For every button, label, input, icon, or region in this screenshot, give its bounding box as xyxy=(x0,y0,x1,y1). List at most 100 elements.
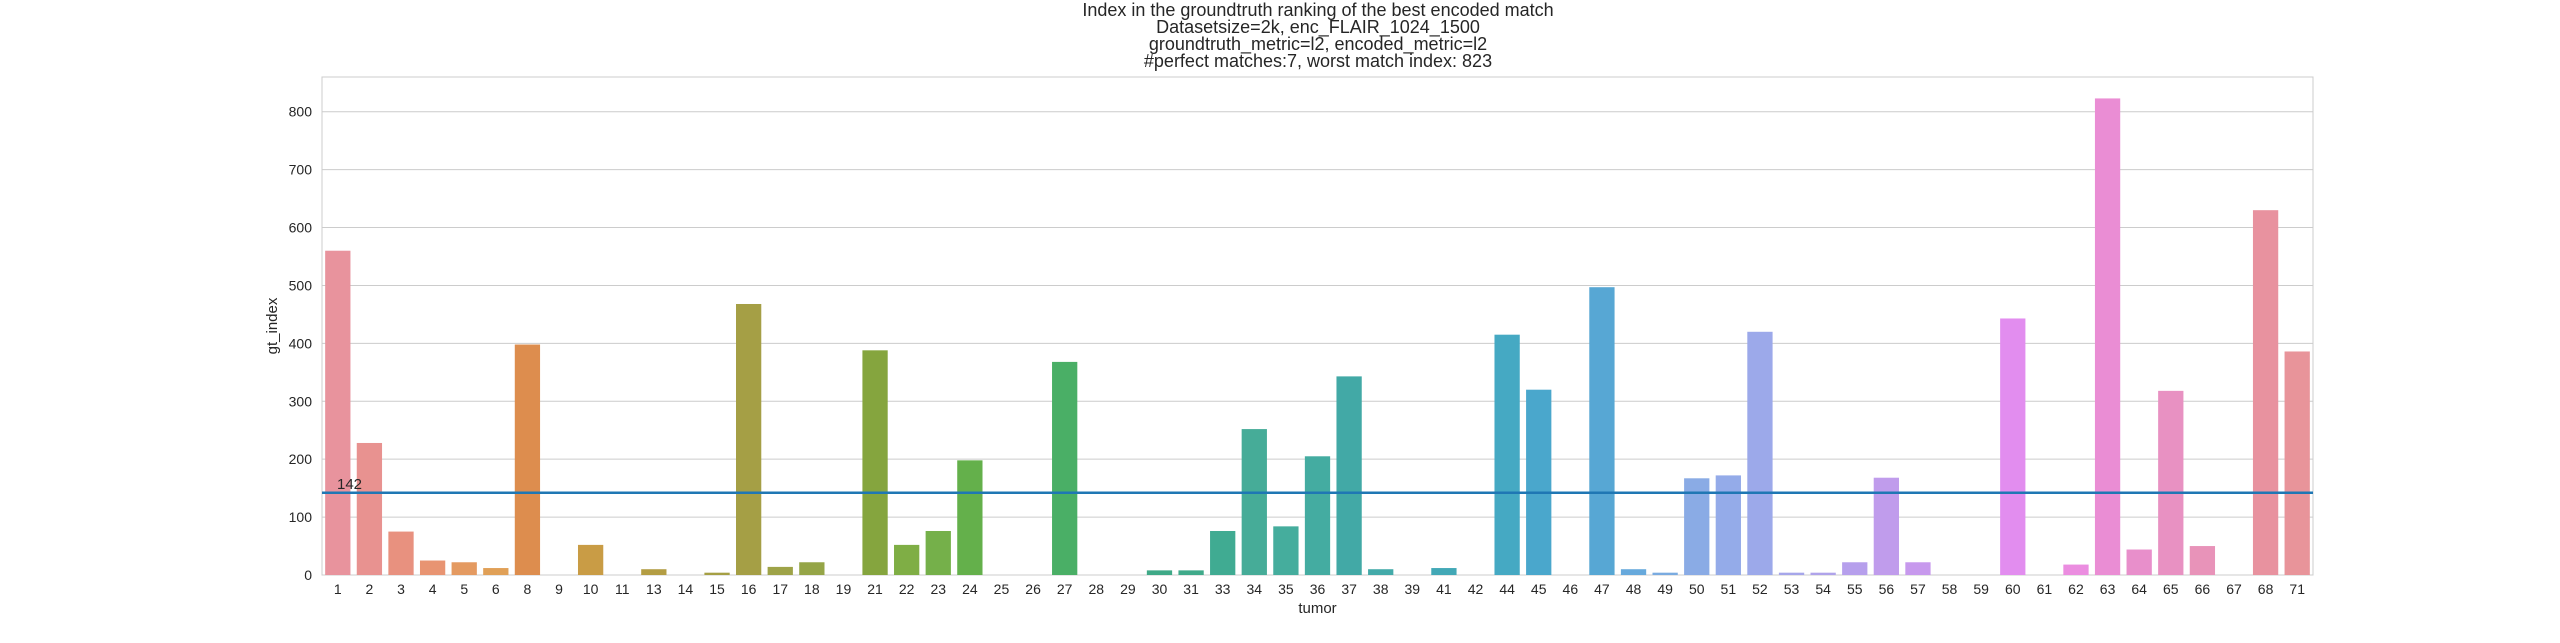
x-tick-label: 56 xyxy=(1879,581,1895,597)
x-tick-label: 58 xyxy=(1942,581,1958,597)
x-tick-labels: 1 2 3 4 5 6 8 9 10 11 13 14 15 16 17 18 19 21 22 23 24 25 26 27… xyxy=(334,581,2305,597)
x-tick-label: 15 xyxy=(709,581,725,597)
chart-title-line: #perfect matches:7, worst match index: 8… xyxy=(1144,51,1492,71)
x-tick-label: 33 xyxy=(1215,581,1231,597)
bar xyxy=(2284,351,2310,575)
x-tick-label: 24 xyxy=(962,581,978,597)
x-tick-label: 35 xyxy=(1278,581,1294,597)
x-tick-label: 52 xyxy=(1752,581,1768,597)
bar xyxy=(1241,429,1267,575)
bar xyxy=(1368,569,1394,575)
bar xyxy=(2094,98,2121,575)
x-tick-label: 46 xyxy=(1563,581,1579,597)
x-tick-label: 48 xyxy=(1626,581,1642,597)
x-tick-label: 30 xyxy=(1152,581,1168,597)
bar xyxy=(1747,331,1773,575)
x-tick-label: 23 xyxy=(930,581,946,597)
x-tick-label: 41 xyxy=(1436,581,1452,597)
x-tick-label: 45 xyxy=(1531,581,1547,597)
bar xyxy=(894,544,920,575)
bar xyxy=(325,250,351,575)
x-tick-label: 37 xyxy=(1341,581,1357,597)
bar xyxy=(483,568,509,575)
x-tick-label: 39 xyxy=(1405,581,1421,597)
x-tick-label: 10 xyxy=(583,581,599,597)
x-tick-label: 62 xyxy=(2068,581,2084,597)
bar xyxy=(1431,568,1457,575)
x-tick-label: 44 xyxy=(1499,581,1515,597)
bar xyxy=(957,460,983,575)
y-tick-label: 600 xyxy=(289,220,313,236)
x-tick-label: 68 xyxy=(2258,581,2274,597)
x-tick-label: 28 xyxy=(1088,581,1104,597)
bar xyxy=(1684,478,1710,575)
x-tick-label: 57 xyxy=(1910,581,1926,597)
bar xyxy=(356,442,383,575)
x-tick-label: 59 xyxy=(1973,581,1989,597)
bar xyxy=(388,531,414,575)
bar xyxy=(799,562,825,575)
x-tick-label: 13 xyxy=(646,581,662,597)
bar xyxy=(1178,570,1204,575)
x-tick-label: 34 xyxy=(1247,581,1263,597)
bar xyxy=(1652,572,1678,575)
y-tick-label: 300 xyxy=(289,393,313,409)
bar xyxy=(736,303,762,575)
bar xyxy=(1842,562,1868,575)
bar xyxy=(1052,361,1078,575)
bar xyxy=(514,344,541,575)
chart-title-line: Datasetsize=2k, enc_FLAIR_1024_1500 xyxy=(1156,17,1480,38)
y-tick-label: 100 xyxy=(289,509,313,525)
bar xyxy=(2000,318,2026,575)
bar xyxy=(577,544,604,575)
y-gridlines xyxy=(322,111,2313,576)
x-tick-label: 3 xyxy=(397,581,405,597)
bar xyxy=(2252,210,2279,576)
x-tick-label: 19 xyxy=(836,581,852,597)
y-tick-label: 500 xyxy=(289,277,313,293)
y-tick-label: 800 xyxy=(289,104,313,120)
x-tick-label: 31 xyxy=(1183,581,1199,597)
y-tick-label: 700 xyxy=(289,162,313,178)
bar xyxy=(641,569,667,575)
bar xyxy=(2063,564,2089,575)
reference-line-group: 142 xyxy=(322,476,2313,495)
bar xyxy=(1526,389,1552,575)
x-tick-label: 1 xyxy=(334,581,342,597)
chart-title-line: groundtruth_metric=l2, encoded_metric=l2 xyxy=(1149,34,1487,55)
x-tick-label: 14 xyxy=(678,581,694,597)
bar xyxy=(2158,390,2184,575)
x-tick-label: 47 xyxy=(1594,581,1610,597)
x-tick-label: 61 xyxy=(2037,581,2053,597)
x-tick-label: 51 xyxy=(1721,581,1737,597)
bar xyxy=(862,350,888,575)
x-tick-label: 29 xyxy=(1120,581,1136,597)
x-tick-label: 11 xyxy=(615,581,630,597)
chart-title-line: Index in the groundtruth ranking of the … xyxy=(1082,0,1553,20)
x-axis-label: tumor xyxy=(1298,600,1336,617)
x-tick-label: 63 xyxy=(2100,581,2116,597)
x-tick-label: 55 xyxy=(1847,581,1863,597)
x-tick-label: 4 xyxy=(429,581,437,597)
chart-title: Index in the groundtruth ranking of the … xyxy=(1082,0,1553,71)
x-tick-label: 26 xyxy=(1025,581,1041,597)
bar xyxy=(1905,562,1931,575)
x-tick-label: 21 xyxy=(867,581,883,597)
x-tick-label: 25 xyxy=(994,581,1010,597)
x-tick-label: 42 xyxy=(1468,581,1484,597)
x-tick-label: 8 xyxy=(524,581,532,597)
x-tick-label: 53 xyxy=(1784,581,1800,597)
bar xyxy=(2126,549,2152,575)
x-tick-label: 49 xyxy=(1657,581,1673,597)
x-tick-label: 65 xyxy=(2163,581,2179,597)
bars xyxy=(325,98,2310,576)
x-tick-label: 2 xyxy=(366,581,374,597)
bar xyxy=(1620,569,1647,575)
x-tick-label: 27 xyxy=(1057,581,1073,597)
bar xyxy=(767,566,793,575)
bar xyxy=(1778,572,1805,575)
bar xyxy=(1273,526,1299,575)
x-tick-label: 9 xyxy=(555,581,563,597)
bar xyxy=(2189,546,2216,575)
